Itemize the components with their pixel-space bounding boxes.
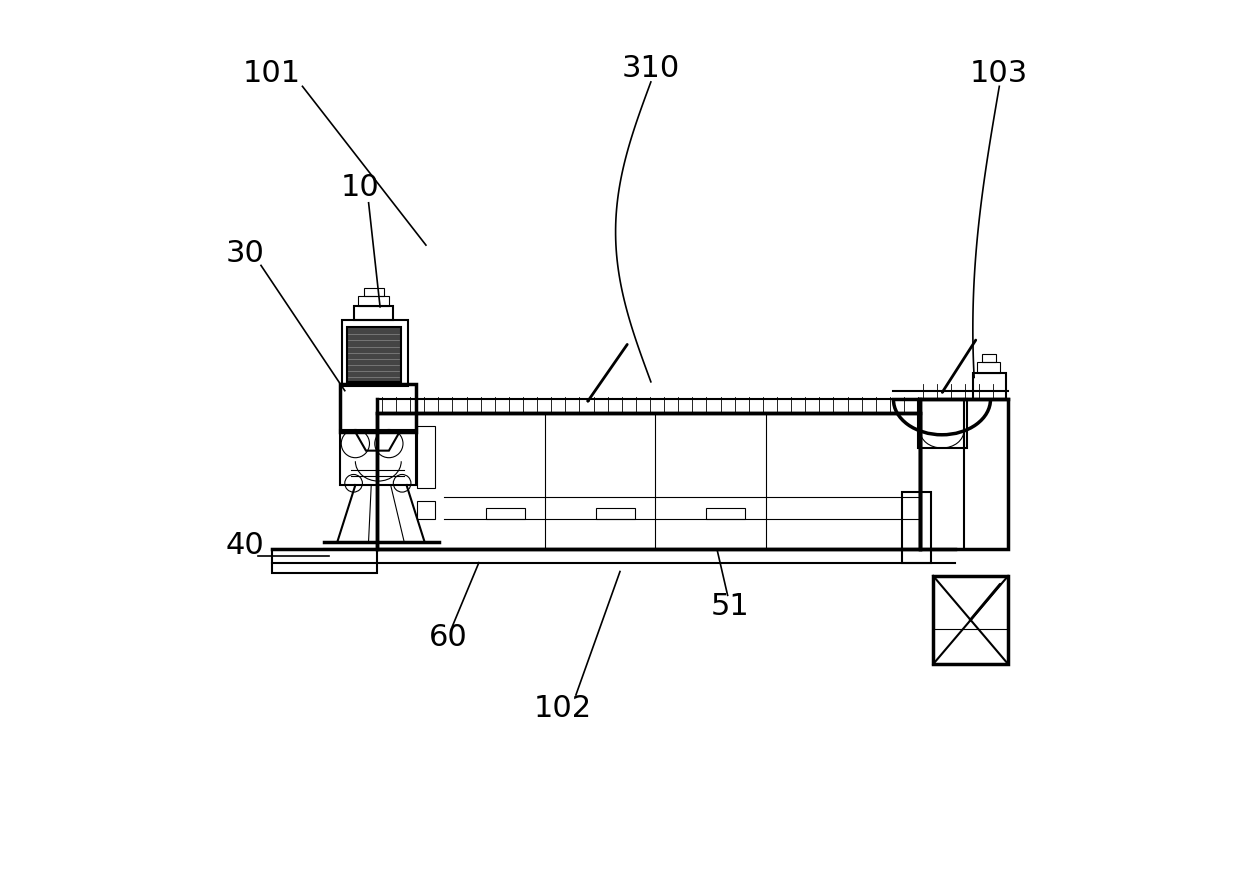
Bar xyxy=(417,501,435,519)
Bar xyxy=(934,576,1008,664)
Bar xyxy=(920,400,1008,549)
Text: 10: 10 xyxy=(341,173,379,202)
Bar xyxy=(707,508,745,519)
Text: 102: 102 xyxy=(533,694,591,723)
Bar xyxy=(377,413,920,549)
Text: 103: 103 xyxy=(970,58,1028,88)
Text: 40: 40 xyxy=(226,530,264,559)
Bar xyxy=(353,306,393,320)
Bar xyxy=(596,508,635,519)
Text: 51: 51 xyxy=(711,592,750,621)
Bar xyxy=(272,549,377,573)
Bar xyxy=(417,426,435,487)
Bar xyxy=(340,430,417,485)
Text: 60: 60 xyxy=(429,623,467,652)
Bar xyxy=(977,363,1001,373)
Bar xyxy=(358,297,389,306)
Bar xyxy=(342,320,408,386)
Text: 310: 310 xyxy=(621,54,680,83)
Bar xyxy=(918,400,967,448)
Text: 101: 101 xyxy=(243,58,300,88)
Bar xyxy=(982,355,996,363)
Bar xyxy=(973,373,1007,400)
Bar xyxy=(365,289,383,297)
Bar xyxy=(903,492,930,563)
Text: 30: 30 xyxy=(226,239,264,269)
Bar xyxy=(486,508,525,519)
Bar xyxy=(340,383,417,432)
Bar xyxy=(346,327,402,382)
